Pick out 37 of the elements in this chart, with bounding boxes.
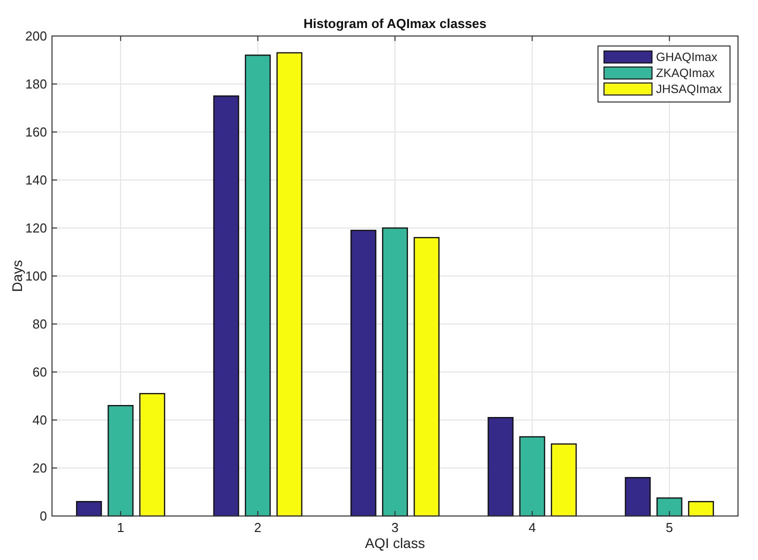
bar — [382, 227, 408, 517]
legend-label: JHSAQImax — [656, 82, 722, 96]
y-tick-label: 20 — [32, 460, 47, 476]
legend-label: ZKAQImax — [656, 66, 715, 80]
bar — [276, 52, 302, 517]
y-tick-label: 100 — [25, 268, 47, 284]
chart-title: Histogram of AQImax classes — [303, 16, 487, 31]
bar — [519, 436, 546, 517]
bar — [139, 393, 166, 517]
bar — [688, 501, 714, 517]
x-tick-label: 3 — [391, 520, 399, 535]
x-tick-label: 1 — [116, 520, 124, 535]
bar — [108, 405, 134, 517]
bar — [213, 95, 240, 517]
y-tick-label: 160 — [25, 124, 47, 140]
y-tick-label: 120 — [25, 220, 47, 236]
x-tick-label: 2 — [254, 520, 262, 535]
bar — [624, 477, 651, 517]
y-tick-label: 140 — [25, 172, 47, 188]
y-tick-label: 60 — [32, 364, 47, 380]
bar — [244, 54, 271, 517]
bar — [414, 237, 440, 517]
bar — [350, 230, 376, 517]
x-tick-label: 4 — [528, 520, 536, 535]
x-axis-title: AQI class — [365, 535, 425, 551]
x-tick-label: 5 — [666, 520, 674, 535]
bar — [656, 497, 682, 517]
bar — [488, 417, 514, 517]
legend-label: GHAQImax — [656, 50, 718, 64]
y-axis-title: Days — [9, 260, 25, 292]
bar — [76, 501, 102, 517]
y-tick-label: 40 — [32, 412, 47, 428]
y-tick-label: 0 — [40, 508, 47, 524]
y-tick-label: 180 — [25, 76, 47, 92]
bar — [550, 443, 577, 517]
y-tick-label: 200 — [25, 28, 47, 44]
y-tick-label: 80 — [32, 316, 47, 332]
